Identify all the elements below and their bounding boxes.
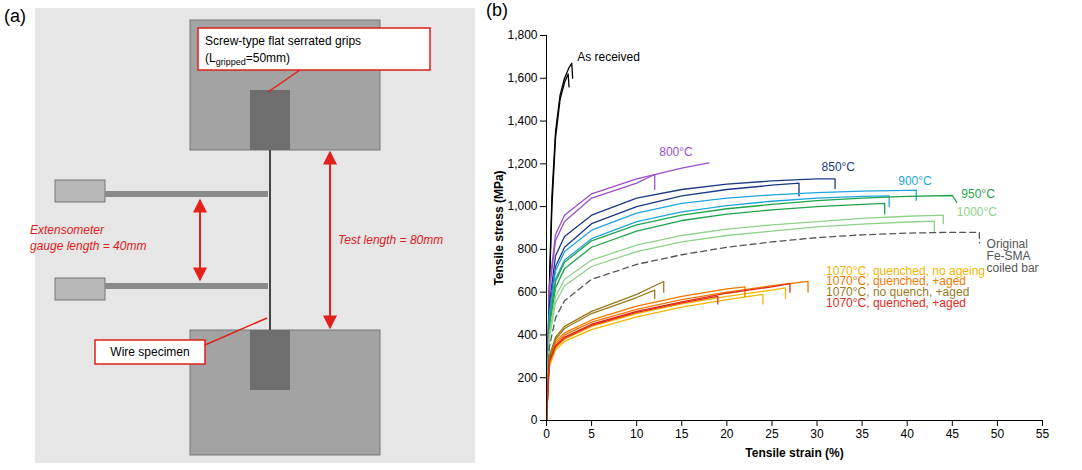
svg-text:5: 5 (588, 427, 595, 441)
svg-text:1070°C, quenched, no ageing: 1070°C, quenched, no ageing (826, 263, 985, 278)
svg-text:950°C: 950°C (961, 187, 995, 201)
svg-text:1000°C: 1000°C (957, 205, 997, 219)
svg-text:25: 25 (765, 427, 779, 441)
svg-text:OriginalFe-SMAcoiled bar: OriginalFe-SMAcoiled bar (987, 237, 1039, 275)
svg-text:40: 40 (901, 427, 915, 441)
svg-text:1070°C, no quench, +aged: 1070°C, no quench, +aged (826, 285, 970, 299)
svg-text:1,400: 1,400 (507, 114, 537, 128)
svg-text:Extensometergauge length = 40m: Extensometergauge length = 40mm (30, 223, 146, 253)
svg-text:0: 0 (531, 413, 538, 427)
svg-text:900°C: 900°C (898, 174, 932, 188)
svg-text:(a): (a) (4, 6, 26, 26)
svg-text:50: 50 (991, 427, 1005, 441)
svg-text:200: 200 (517, 371, 537, 385)
svg-text:600: 600 (517, 285, 537, 299)
svg-text:15: 15 (675, 427, 689, 441)
svg-text:30: 30 (810, 427, 824, 441)
svg-text:Screw-type flat serrated grips: Screw-type flat serrated grips (205, 34, 361, 48)
svg-text:1,800: 1,800 (507, 28, 537, 42)
svg-text:Wire specimen: Wire specimen (110, 345, 189, 359)
svg-text:Test length = 80mm: Test length = 80mm (338, 233, 443, 247)
svg-text:1,200: 1,200 (507, 157, 537, 171)
svg-text:1070°C, quenched, +aged: 1070°C, quenched, +aged (826, 274, 966, 289)
svg-text:As received: As received (577, 50, 640, 64)
svg-text:(Lgripped=50mm): (Lgripped=50mm) (205, 51, 290, 67)
svg-text:35: 35 (855, 427, 869, 441)
svg-text:1,600: 1,600 (507, 71, 537, 85)
svg-text:800°C: 800°C (659, 145, 693, 159)
svg-text:850°C: 850°C (822, 160, 856, 174)
svg-text:800: 800 (517, 242, 537, 256)
svg-text:1070°C, quenched, +aged: 1070°C, quenched, +aged (826, 296, 966, 310)
svg-text:Tensile stress (MPa): Tensile stress (MPa) (492, 170, 506, 285)
svg-text:45: 45 (946, 427, 960, 441)
svg-text:Tensile strain (%): Tensile strain (%) (745, 446, 843, 460)
html-text:(b): (b) (486, 0, 508, 20)
svg-text:55: 55 (1036, 427, 1050, 441)
svg-text:10: 10 (630, 427, 644, 441)
svg-text:0: 0 (543, 427, 550, 441)
svg-text:1,000: 1,000 (507, 199, 537, 213)
svg-text:20: 20 (720, 427, 734, 441)
svg-text:400: 400 (517, 328, 537, 342)
